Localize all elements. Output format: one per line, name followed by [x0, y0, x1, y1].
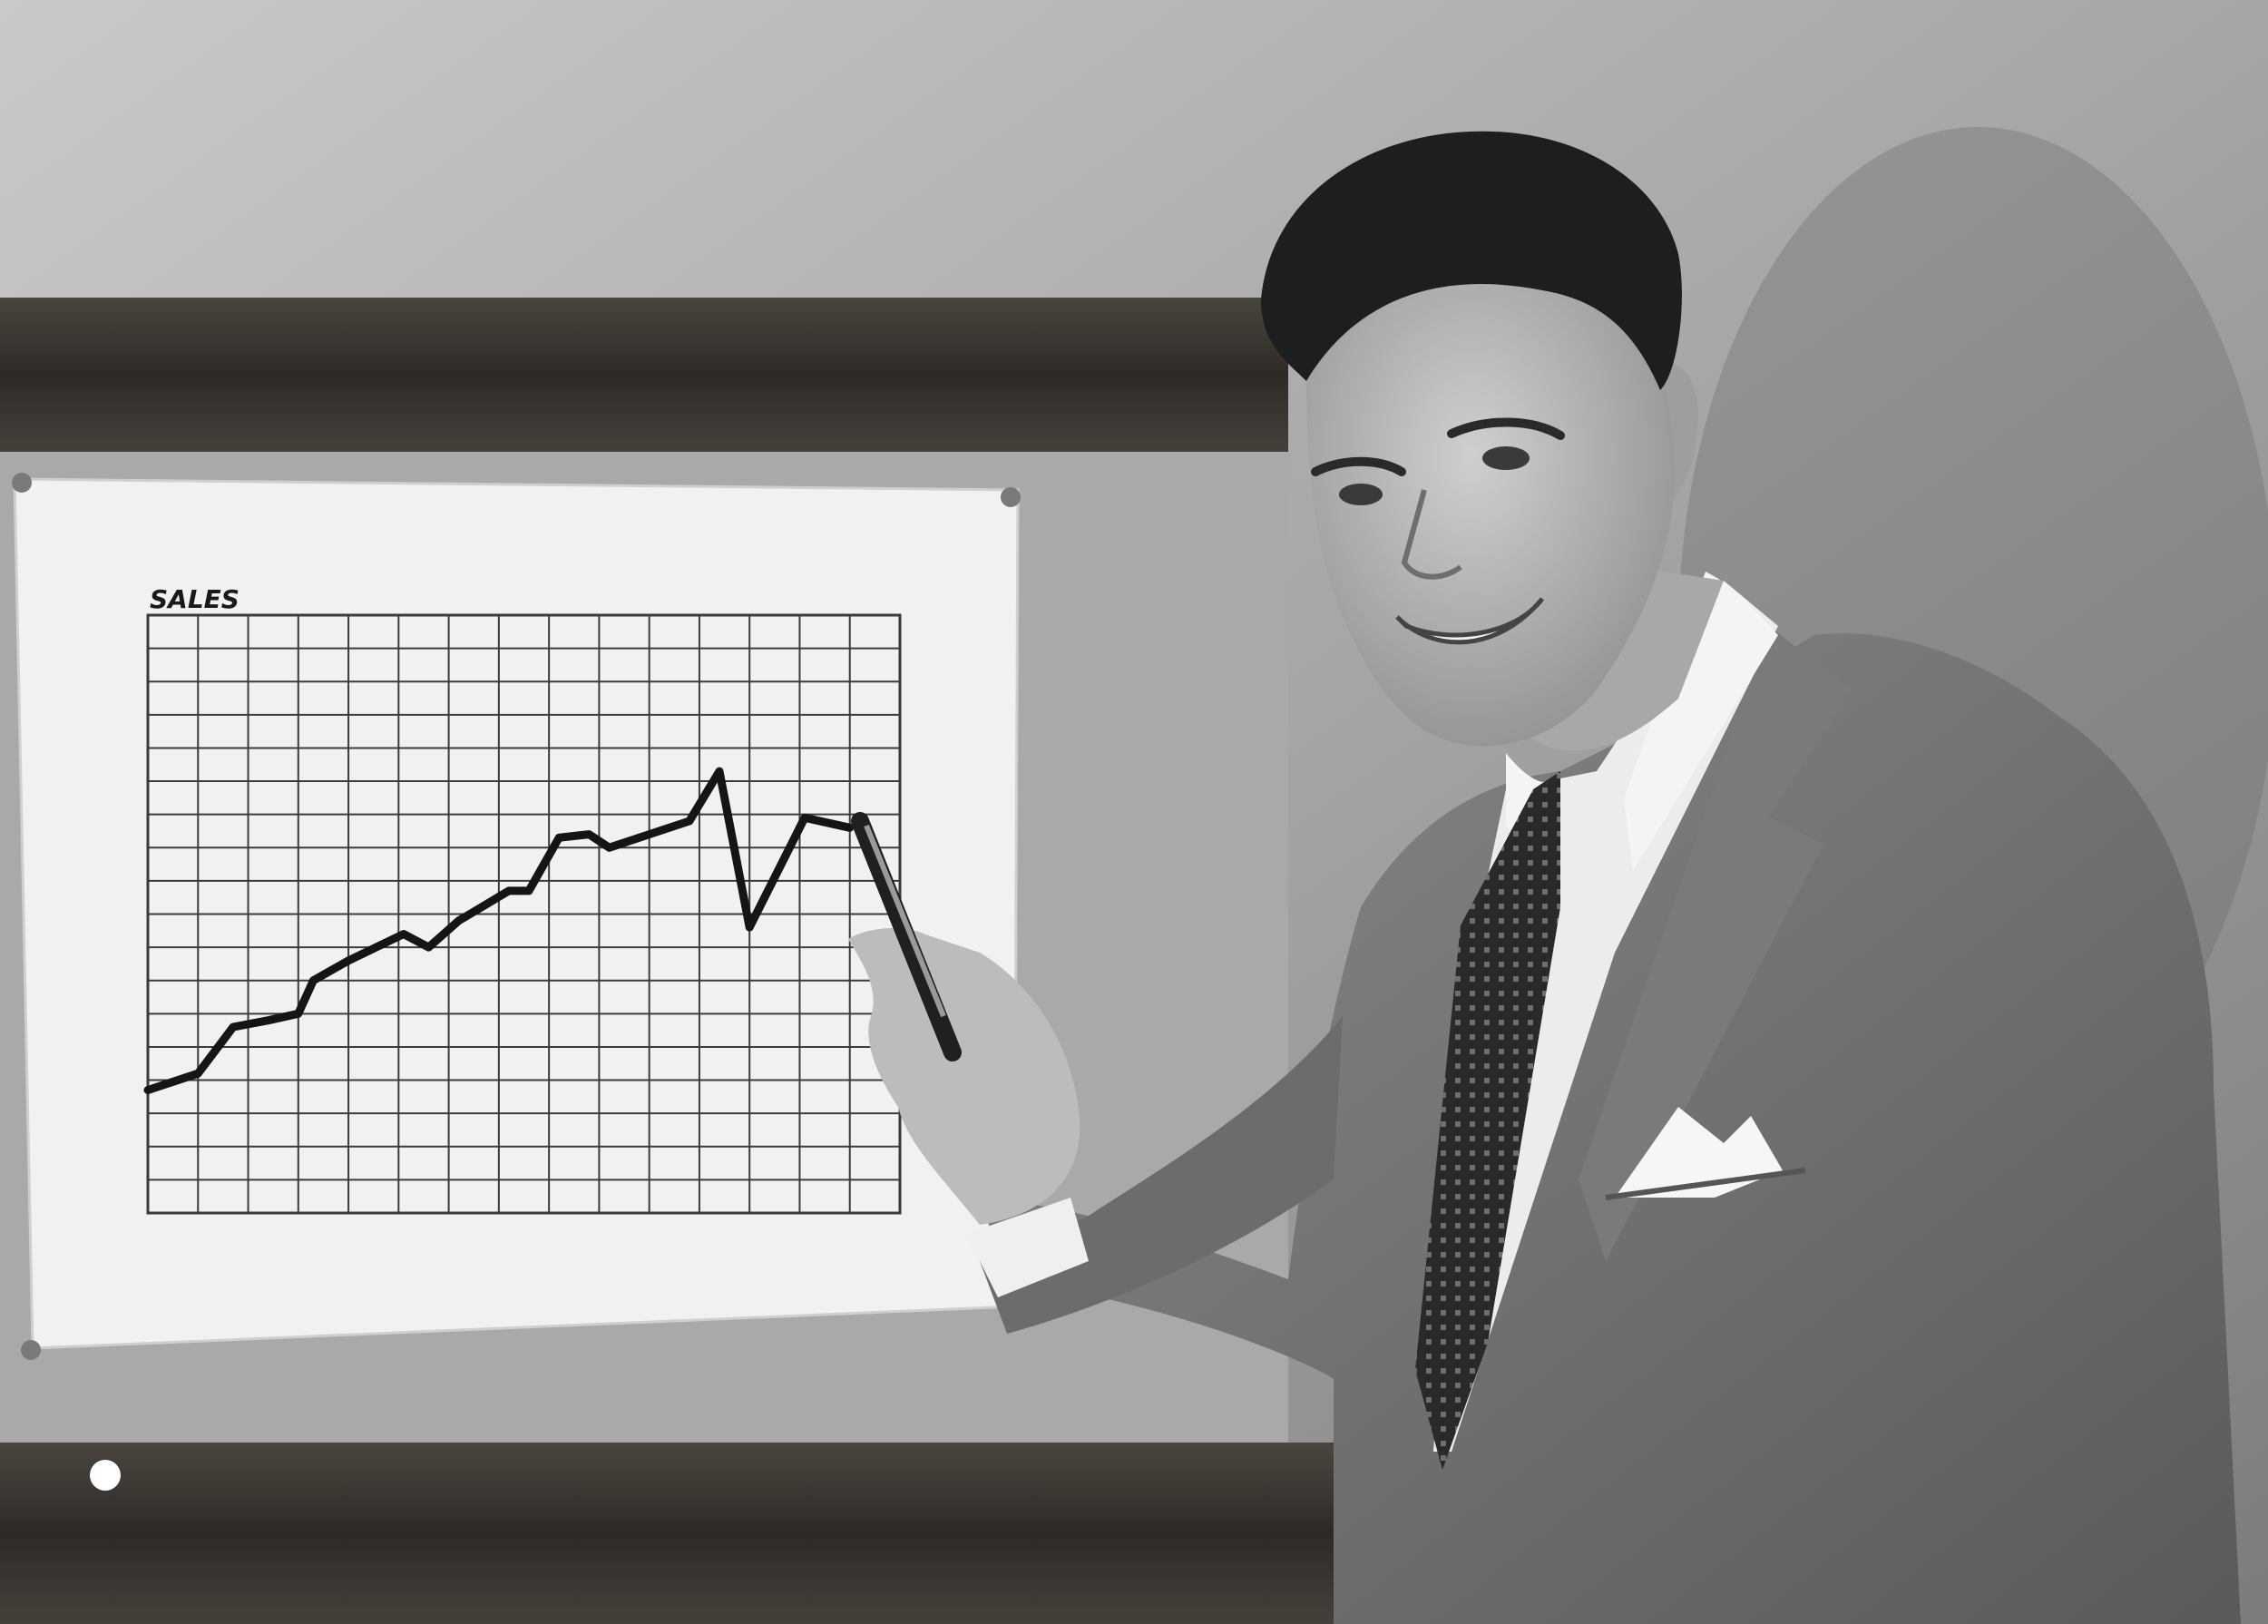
breast-pocket [1605, 1168, 1806, 1200]
pen-pointer [851, 812, 962, 1061]
chart-title: SALES [150, 584, 240, 614]
frame-top-rail [0, 298, 1288, 452]
shirt-cuff [966, 1198, 1089, 1297]
thumbtack-top-left [12, 473, 32, 493]
shirt-collar [1506, 572, 1778, 871]
jacket-lapel-right [1579, 626, 1851, 1261]
pocket-square [1615, 1107, 1783, 1198]
eye-left [1339, 484, 1383, 505]
necktie [1415, 771, 1560, 1470]
nose [1401, 489, 1462, 580]
sales-trend-line [143, 767, 855, 1094]
face [1306, 261, 1676, 747]
pen-barrel [851, 812, 962, 1061]
frame-bottom-rail [0, 1443, 1334, 1624]
eyebrow-left [1311, 456, 1406, 476]
thumbtack-bottom-left [21, 1340, 41, 1360]
thumbtack-top-right [1001, 487, 1021, 507]
eyebrow-right [1447, 417, 1565, 440]
hair [1261, 131, 1682, 390]
eye-right [1482, 446, 1530, 470]
hand [848, 928, 1080, 1225]
smile [1395, 597, 1544, 645]
pen-clip [864, 824, 946, 1018]
flash-reflection [90, 1460, 121, 1491]
